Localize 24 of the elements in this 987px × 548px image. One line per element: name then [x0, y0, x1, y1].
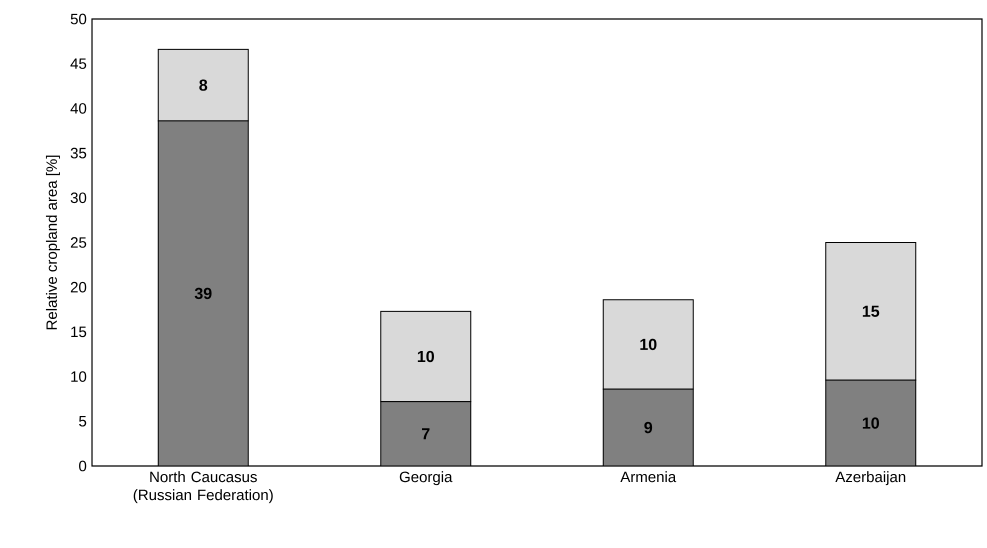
y-tick-label: 0 [79, 460, 86, 472]
y-tick-label: 30 [70, 192, 86, 204]
data-label: 8 [199, 79, 208, 91]
data-label: 7 [422, 428, 430, 440]
y-tick-label: 20 [70, 282, 86, 292]
y-tick-label: 10 [71, 371, 86, 382]
y-axis-title: Relative cropland area [%] [46, 156, 60, 330]
y-tick-label: 50 [70, 14, 86, 24]
data-label: 39 [194, 288, 212, 300]
data-label: 15 [862, 306, 880, 317]
y-tick-label: 35 [70, 148, 86, 158]
y-tick-label: 40 [70, 103, 86, 114]
x-tick-label: North Caucasus (Russian Federation) [134, 471, 273, 504]
y-tick-label: 45 [70, 58, 86, 69]
x-tick-label: Armenia [620, 471, 676, 482]
x-tick-label: Azerbaijan [835, 471, 906, 486]
y-tick-label: 25 [70, 237, 86, 248]
data-label: 10 [418, 350, 434, 362]
x-tick-label: Georgia [400, 471, 452, 486]
data-label: 9 [644, 422, 652, 434]
data-label: 10 [640, 338, 656, 350]
data-label: 10 [862, 417, 879, 429]
y-tick-label: 15 [71, 326, 86, 338]
y-tick-label: 5 [79, 416, 86, 427]
